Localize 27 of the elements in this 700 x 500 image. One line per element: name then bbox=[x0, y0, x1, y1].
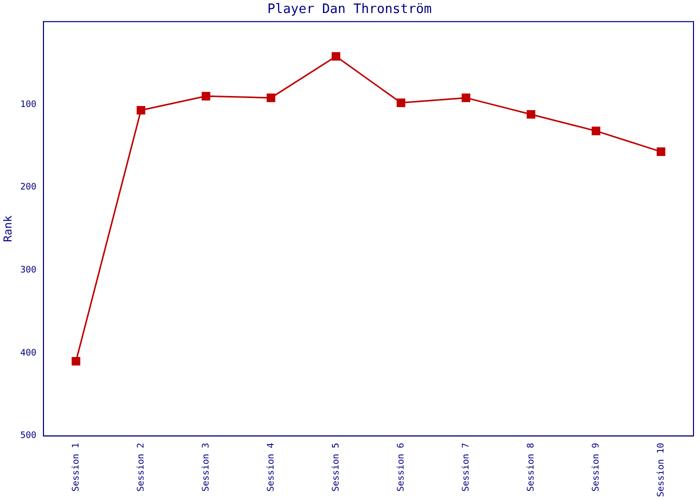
point bbox=[72, 356, 80, 366]
point bbox=[462, 94, 470, 102]
x-tick-label: Session 9 bbox=[591, 442, 602, 492]
point bbox=[396, 98, 406, 108]
x-tick-label: Session 8 bbox=[526, 442, 536, 492]
point bbox=[526, 110, 536, 119]
x-tick-label: Session 3 bbox=[201, 442, 212, 492]
point bbox=[332, 52, 340, 61]
x-tick-label: Session 5 bbox=[331, 442, 342, 492]
x-tick-label: Session 6 bbox=[396, 442, 406, 492]
chart-title: Player Dan Thronström bbox=[267, 2, 432, 18]
point bbox=[202, 92, 210, 100]
y-tick-label: 200 bbox=[20, 182, 36, 193]
y-axis-title: Rank bbox=[1, 215, 14, 242]
y-tick-label: 300 bbox=[20, 265, 36, 276]
x-tick-label: Session 1 bbox=[71, 442, 82, 492]
x-tick-label: Session 7 bbox=[461, 442, 472, 492]
y-tick-label: 100 bbox=[20, 100, 36, 110]
point bbox=[592, 126, 600, 136]
y-tick-label: 400 bbox=[20, 348, 36, 358]
x-tick-label: Session 2 bbox=[136, 442, 146, 492]
x-tick-label: Session 10 bbox=[656, 442, 666, 498]
y-tick-label: 500 bbox=[20, 431, 36, 442]
point bbox=[266, 94, 276, 102]
x-tick-label: Session 4 bbox=[266, 442, 276, 492]
point bbox=[136, 106, 146, 115]
point bbox=[656, 147, 666, 156]
